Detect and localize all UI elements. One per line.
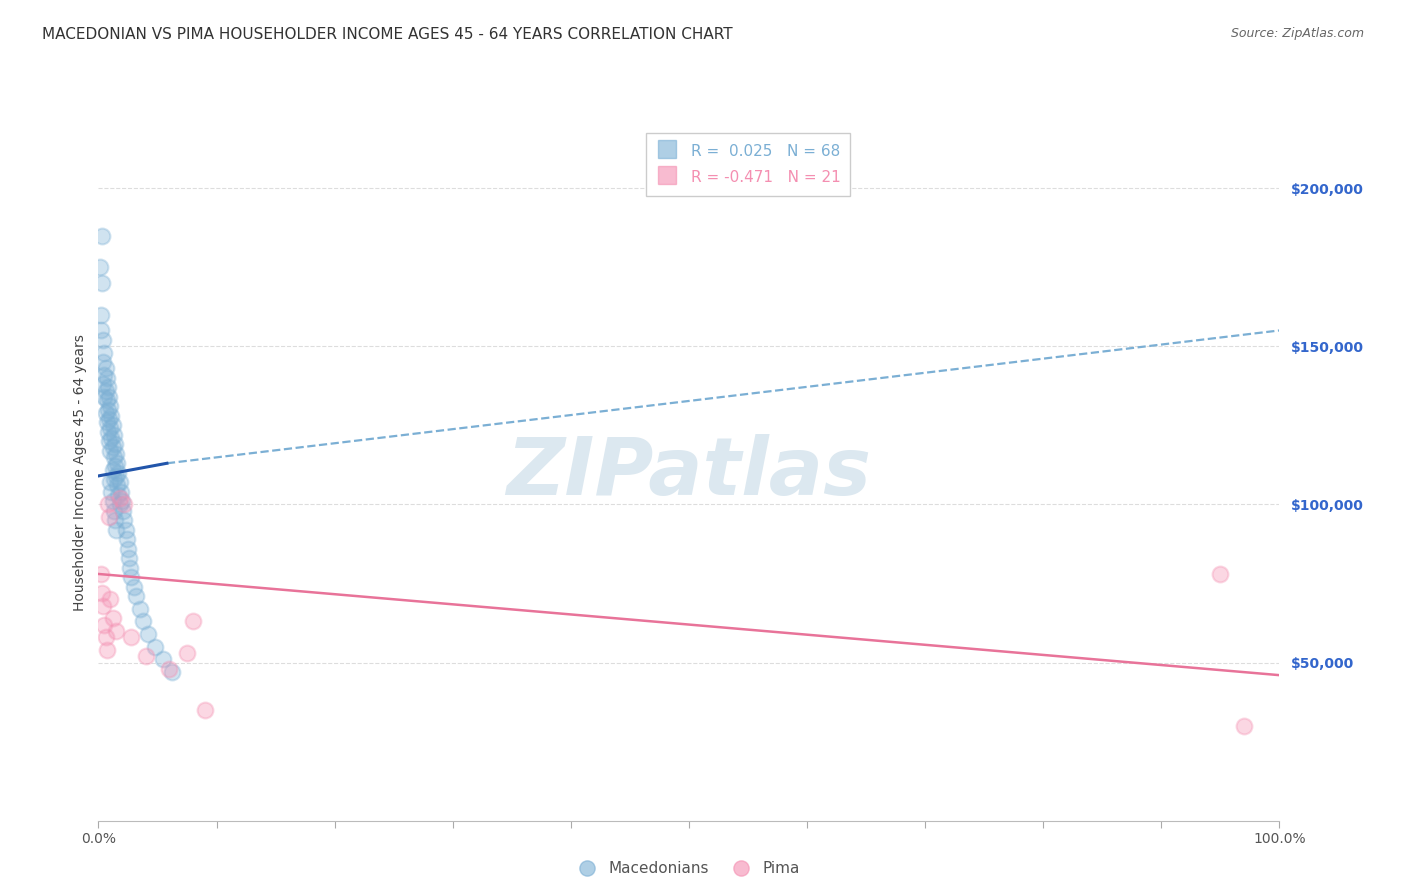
Point <box>98 412 121 426</box>
Point <box>98 510 121 524</box>
Point <box>96 371 118 385</box>
Point <box>89 260 111 275</box>
Point <box>100 484 122 499</box>
Point <box>112 513 135 527</box>
Point <box>125 589 148 603</box>
Point <box>94 630 117 644</box>
Point <box>101 418 124 433</box>
Point <box>108 497 131 511</box>
Point <box>181 615 204 629</box>
Point <box>94 361 117 376</box>
Point <box>101 462 124 476</box>
Point <box>176 646 198 660</box>
Point <box>1233 719 1256 733</box>
Point <box>90 323 112 337</box>
Point <box>91 599 114 613</box>
Point <box>91 586 114 600</box>
Point <box>160 665 183 679</box>
Point <box>143 640 166 654</box>
Point <box>103 472 125 486</box>
Point <box>108 475 131 490</box>
Point <box>96 643 118 657</box>
Point <box>112 504 135 518</box>
Point <box>118 551 141 566</box>
Text: MACEDONIAN VS PIMA HOUSEHOLDER INCOME AGES 45 - 64 YEARS CORRELATION CHART: MACEDONIAN VS PIMA HOUSEHOLDER INCOME AG… <box>42 27 733 42</box>
Point <box>98 390 121 404</box>
Point <box>112 497 135 511</box>
Point <box>105 469 128 483</box>
Point <box>128 601 150 615</box>
Point <box>157 662 180 676</box>
Point <box>105 624 128 638</box>
Point <box>104 459 127 474</box>
Point <box>104 513 127 527</box>
Point <box>103 504 125 518</box>
Point <box>111 494 134 508</box>
Point <box>101 494 124 508</box>
Point <box>108 491 131 505</box>
Point <box>101 611 124 625</box>
Text: Source: ZipAtlas.com: Source: ZipAtlas.com <box>1230 27 1364 40</box>
Point <box>117 541 139 556</box>
Point <box>122 580 145 594</box>
Point <box>91 228 114 243</box>
Point <box>107 466 129 480</box>
Point <box>105 523 128 537</box>
Point <box>97 425 120 439</box>
Point <box>93 390 115 404</box>
Y-axis label: Householder Income Ages 45 - 64 years: Householder Income Ages 45 - 64 years <box>73 334 87 611</box>
Text: ZIPatlas: ZIPatlas <box>506 434 872 512</box>
Point <box>98 400 121 414</box>
Point <box>101 441 124 455</box>
Point <box>132 615 155 629</box>
Point <box>103 450 125 464</box>
Point <box>107 488 129 502</box>
Point <box>97 402 120 417</box>
Point <box>136 627 159 641</box>
Point <box>121 630 143 644</box>
Point <box>96 392 118 407</box>
Point <box>97 380 120 394</box>
Point <box>93 345 115 359</box>
Point <box>91 355 114 369</box>
Point <box>100 409 122 423</box>
Point <box>105 478 128 492</box>
Point <box>94 384 117 398</box>
Point <box>121 570 143 584</box>
Point <box>120 560 142 574</box>
Point <box>91 377 114 392</box>
Point <box>96 415 118 429</box>
Point <box>90 566 112 581</box>
Point <box>105 447 128 461</box>
Point <box>91 333 114 347</box>
Point <box>152 652 174 666</box>
Point <box>110 484 132 499</box>
Point <box>91 276 114 290</box>
Point <box>1209 566 1232 581</box>
Point <box>98 421 121 435</box>
Point <box>115 532 138 546</box>
Point <box>98 475 121 490</box>
Point <box>114 523 136 537</box>
Point <box>103 427 125 442</box>
Point <box>98 443 121 458</box>
Point <box>93 368 115 382</box>
Point <box>105 456 128 470</box>
Point <box>135 649 157 664</box>
Point <box>104 437 127 451</box>
Legend: Macedonians, Pima: Macedonians, Pima <box>572 855 806 882</box>
Point <box>90 308 112 322</box>
Point <box>194 703 217 717</box>
Point <box>94 406 117 420</box>
Point <box>97 497 120 511</box>
Point <box>98 434 121 449</box>
Point <box>98 592 121 607</box>
Point <box>100 431 122 445</box>
Point <box>93 617 115 632</box>
